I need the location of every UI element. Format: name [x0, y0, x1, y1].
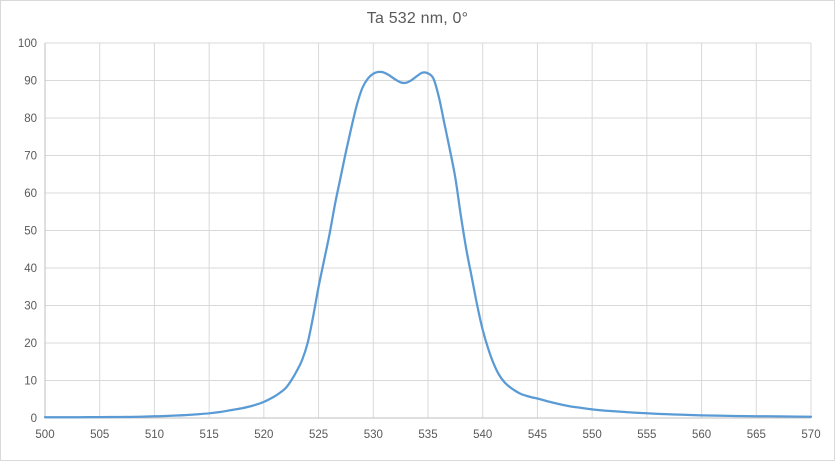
- y-tick-label: 40: [24, 263, 37, 275]
- y-tick-label: 0: [31, 413, 37, 425]
- x-tick-label: 560: [692, 429, 711, 441]
- y-tick-label: 60: [24, 188, 37, 200]
- x-tick-label: 500: [35, 429, 54, 441]
- y-tick-label: 10: [24, 376, 37, 388]
- series-line: [43, 70, 813, 419]
- x-tick-label: 525: [309, 429, 328, 441]
- y-tick-label: 70: [24, 151, 37, 163]
- y-tick-label: 50: [24, 226, 37, 238]
- x-tick-label: 535: [418, 429, 437, 441]
- x-tick-label: 515: [200, 429, 219, 441]
- y-tick-label: 20: [24, 338, 37, 350]
- x-tick-label: 555: [637, 429, 656, 441]
- x-tick-label: 550: [583, 429, 602, 441]
- x-tick-label: 510: [145, 429, 164, 441]
- x-tick-label: 545: [528, 429, 547, 441]
- y-tick-label: 90: [24, 76, 37, 88]
- x-tick-label: 570: [801, 429, 820, 441]
- y-tick-label: 80: [24, 113, 37, 125]
- x-tick-label: 520: [254, 429, 273, 441]
- x-tick-label: 505: [90, 429, 109, 441]
- y-tick-label: 100: [18, 38, 37, 50]
- x-tick-label: 540: [473, 429, 492, 441]
- x-tick-label: 530: [364, 429, 383, 441]
- x-tick-label: 565: [747, 429, 766, 441]
- y-tick-label: 30: [24, 301, 37, 313]
